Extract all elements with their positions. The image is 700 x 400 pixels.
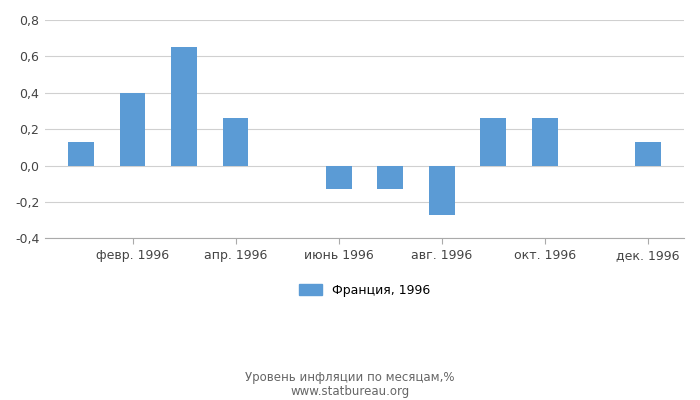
Bar [223,118,248,166]
Bar [326,166,351,189]
Bar [429,166,454,215]
Text: www.statbureau.org: www.statbureau.org [290,385,410,398]
Legend: Франция, 1996: Франция, 1996 [299,284,430,297]
Bar [68,142,94,166]
Bar [172,47,197,166]
Bar [532,118,558,166]
Text: Уровень инфляции по месяцам,%: Уровень инфляции по месяцам,% [245,371,455,384]
Bar [120,93,146,166]
Bar [480,118,506,166]
Bar [635,142,661,166]
Bar [377,166,403,189]
